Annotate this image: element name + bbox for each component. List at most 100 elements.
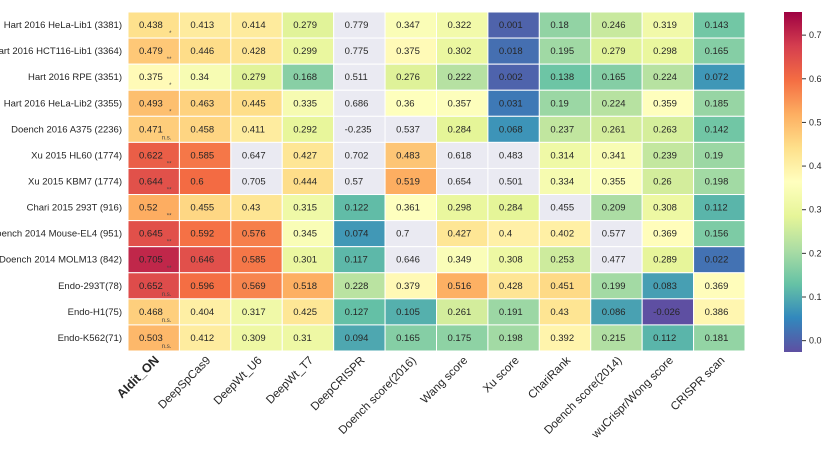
cell-value-label: 0.074 (345, 229, 369, 240)
cell-value-label: 0.199 (602, 281, 626, 292)
colorbar-tick-label: 0.2 (809, 248, 822, 258)
heatmap-cell (693, 324, 746, 352)
cell-value-label: 0.175 (448, 333, 472, 344)
cell-value-label: 0.117 (345, 255, 368, 266)
heatmap-cell (538, 167, 592, 196)
heatmap-cell (641, 11, 695, 39)
cell-value-label: 0.276 (396, 72, 420, 83)
heatmap-cell (436, 246, 489, 274)
cell-value-label: 0.18 (550, 20, 569, 31)
cell-value-label: 0.215 (602, 333, 626, 344)
heatmap-cell (230, 115, 283, 143)
cell-value-label: 0.379 (396, 281, 420, 292)
heatmap-cell (281, 115, 335, 143)
cell-value-label: 0.705 (139, 255, 163, 266)
cell-value-label: 0.43 (550, 307, 569, 318)
heatmap-cell (178, 63, 232, 91)
cell-value-label: 0.451 (550, 281, 574, 292)
heatmap-cell (178, 167, 232, 196)
heatmap-cell (384, 141, 438, 169)
heatmap-cell (436, 141, 489, 169)
cell-value-label: 0.19 (550, 98, 569, 109)
cell-value-label: 0.355 (602, 177, 626, 188)
cell-value-label: 0.413 (190, 20, 214, 31)
row-label: Hart 2016 HeLa-Lib2 (3355) (4, 98, 122, 109)
colorbar-tick-label: 0.3 (809, 205, 822, 215)
heatmap-cell (384, 37, 438, 65)
row-label: Xu 2015 HL60 (1774) (31, 150, 122, 161)
heatmap-cell (641, 194, 695, 222)
colorbar-tick-label: 0.4 (809, 161, 822, 171)
cell-value-label: 0.002 (499, 72, 523, 83)
cell-value-label: 0.446 (190, 46, 214, 57)
cell-value-label: 0.292 (293, 124, 317, 135)
heatmap-cell (384, 220, 438, 248)
cell-value-label: 0.222 (448, 72, 472, 83)
cell-value-label: 0.239 (653, 150, 677, 161)
cell-value-label: 0.322 (448, 20, 472, 31)
cell-value-label: 0.412 (190, 333, 214, 344)
cell-value-label: 0.375 (139, 72, 163, 83)
cell-value-label: 0.414 (242, 20, 266, 31)
heatmap-cell (641, 246, 695, 274)
cell-value-label: 0.345 (293, 229, 317, 240)
heatmap-cell (178, 246, 232, 274)
cell-value-label: 0.072 (705, 72, 729, 83)
cell-value-label: 0.279 (242, 72, 266, 83)
significance-mark: n.s. (162, 135, 172, 141)
colorbar-gradient (784, 12, 802, 352)
row-label: Doench 2016 A375 (2236) (11, 124, 122, 135)
heatmap-cells: 0.438 * 0.413 0.414 0.279 0.779 0.347 0.322 0.00… (127, 11, 746, 352)
significance-mark: ** (167, 188, 172, 194)
cell-value-label: 0.444 (293, 177, 317, 188)
cell-value-label: 0.195 (550, 46, 574, 57)
significance-mark: ** (167, 240, 172, 246)
heatmap-cell (538, 11, 592, 39)
heatmap-cell (333, 220, 386, 248)
heatmap-cell (333, 298, 386, 326)
row-label: Hart 2016 RPE (3351) (28, 72, 122, 83)
cell-value-label: 0.165 (602, 72, 626, 83)
row-label: Endo-H1(75) (68, 307, 122, 318)
cell-value-label: 0.483 (396, 150, 420, 161)
heatmap-cell (641, 141, 695, 169)
heatmap-cell (693, 246, 746, 274)
cell-value-label: 0.308 (653, 203, 677, 214)
heatmap-cell (127, 324, 180, 352)
heatmap-cell (487, 37, 540, 65)
heatmap-cell (178, 324, 232, 352)
heatmap-cell (693, 37, 746, 65)
cell-value-label: 0.52 (139, 203, 158, 214)
cell-value-label: 0.261 (602, 124, 626, 135)
column-label: Xu score (481, 355, 522, 396)
cell-value-label: 0.428 (499, 281, 523, 292)
heatmap-cell (178, 272, 232, 300)
heatmap-cell (436, 37, 489, 65)
cell-value-label: 0.127 (345, 307, 369, 318)
cell-value-label: 0.7 (396, 229, 409, 240)
heatmap-cell (127, 11, 180, 39)
cell-value-label: 0.284 (448, 124, 472, 135)
heatmap-cell (487, 115, 540, 143)
cell-value-label: 0.284 (499, 203, 523, 214)
heatmap-cell (281, 63, 335, 91)
cell-value-label: 0.228 (345, 281, 369, 292)
significance-mark: * (169, 31, 172, 37)
cell-value-label: 0.647 (242, 150, 266, 161)
cell-value-label: 0.314 (550, 150, 574, 161)
cell-value-label: 0.779 (345, 20, 369, 31)
heatmap-cell (384, 63, 438, 91)
heatmap-cell (333, 272, 386, 300)
cell-value-label: 0.618 (448, 150, 472, 161)
significance-mark: * (169, 83, 172, 89)
cell-value-label: 0.516 (448, 281, 472, 292)
column-label: CRISPR scan (669, 355, 728, 414)
cell-value-label: 0.279 (293, 20, 317, 31)
cell-value-label: 0.298 (448, 203, 472, 214)
cell-value-label: 0.142 (705, 124, 729, 135)
heatmap-cell (487, 220, 540, 248)
cell-value-label: 0.224 (602, 98, 626, 109)
heatmap-cell (538, 298, 592, 326)
cell-value-label: 0.181 (705, 333, 729, 344)
